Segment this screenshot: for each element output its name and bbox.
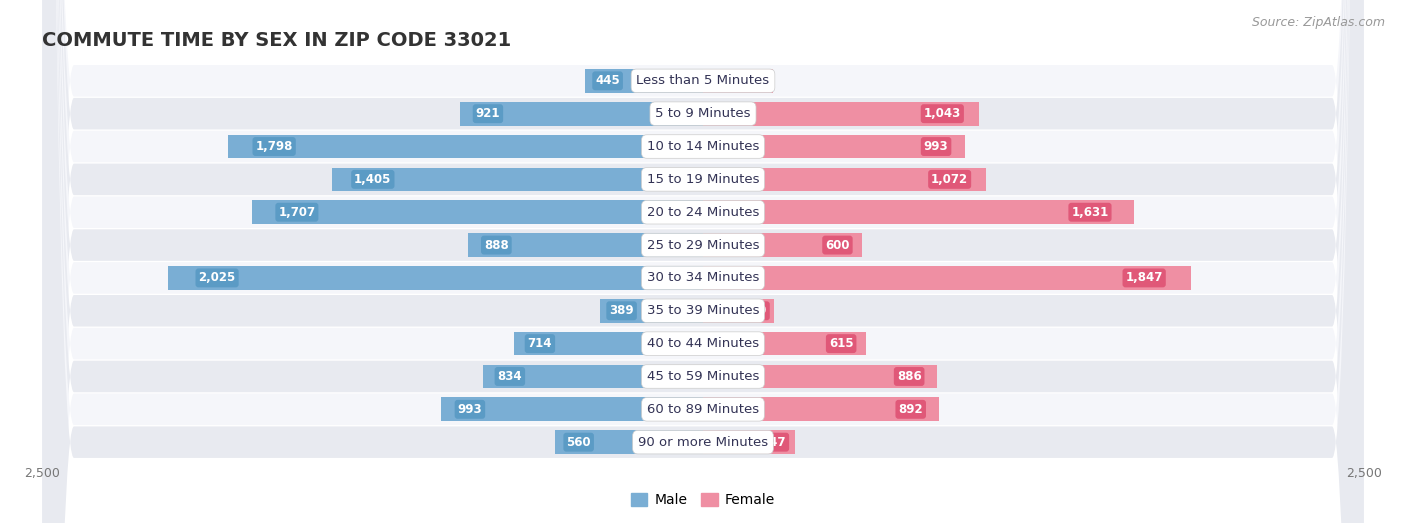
Legend: Male, Female: Male, Female (626, 488, 780, 513)
Bar (703, 430, 794, 454)
Text: 560: 560 (567, 436, 591, 449)
Text: 1,798: 1,798 (256, 140, 292, 153)
Text: 10 to 14 Minutes: 10 to 14 Minutes (647, 140, 759, 153)
FancyBboxPatch shape (42, 0, 1364, 523)
Bar (585, 69, 703, 93)
Bar (703, 332, 866, 356)
Text: 886: 886 (897, 370, 921, 383)
Text: 270: 270 (742, 304, 766, 317)
Text: 90 or more Minutes: 90 or more Minutes (638, 436, 768, 449)
Text: 1,043: 1,043 (924, 107, 960, 120)
FancyBboxPatch shape (42, 0, 1364, 523)
Text: 888: 888 (484, 238, 509, 252)
Text: 30 to 34 Minutes: 30 to 34 Minutes (647, 271, 759, 285)
Text: COMMUTE TIME BY SEX IN ZIP CODE 33021: COMMUTE TIME BY SEX IN ZIP CODE 33021 (42, 31, 512, 50)
Text: 60 to 89 Minutes: 60 to 89 Minutes (647, 403, 759, 416)
FancyBboxPatch shape (42, 0, 1364, 523)
Bar (703, 233, 862, 257)
Text: 2,025: 2,025 (198, 271, 236, 285)
FancyBboxPatch shape (42, 0, 1364, 523)
Text: 1,707: 1,707 (278, 206, 315, 219)
Text: 834: 834 (498, 370, 522, 383)
FancyBboxPatch shape (42, 0, 1364, 523)
Bar (703, 365, 938, 388)
Bar (460, 102, 703, 126)
Text: 600: 600 (825, 238, 849, 252)
Text: 714: 714 (527, 337, 553, 350)
Bar (703, 299, 775, 323)
FancyBboxPatch shape (42, 0, 1364, 523)
Bar (703, 397, 939, 421)
Text: 40 to 44 Minutes: 40 to 44 Minutes (647, 337, 759, 350)
Text: 25 to 29 Minutes: 25 to 29 Minutes (647, 238, 759, 252)
Text: 921: 921 (475, 107, 501, 120)
FancyBboxPatch shape (42, 0, 1364, 523)
Bar (703, 69, 773, 93)
Bar (252, 200, 703, 224)
Text: 15 to 19 Minutes: 15 to 19 Minutes (647, 173, 759, 186)
FancyBboxPatch shape (42, 0, 1364, 523)
Bar (440, 397, 703, 421)
Text: 1,847: 1,847 (1125, 271, 1163, 285)
Bar (482, 365, 703, 388)
Text: 264: 264 (741, 74, 765, 87)
Text: Less than 5 Minutes: Less than 5 Minutes (637, 74, 769, 87)
Text: 1,405: 1,405 (354, 173, 391, 186)
Text: 347: 347 (762, 436, 786, 449)
Text: 892: 892 (898, 403, 922, 416)
Text: 615: 615 (830, 337, 853, 350)
FancyBboxPatch shape (42, 0, 1364, 523)
Bar (600, 299, 703, 323)
Bar (703, 266, 1191, 290)
Text: 445: 445 (595, 74, 620, 87)
Bar (468, 233, 703, 257)
Text: 1,631: 1,631 (1071, 206, 1108, 219)
Bar (703, 200, 1135, 224)
Bar (228, 135, 703, 158)
Text: 993: 993 (457, 403, 482, 416)
Bar (555, 430, 703, 454)
Bar (332, 167, 703, 191)
FancyBboxPatch shape (42, 0, 1364, 523)
Text: 5 to 9 Minutes: 5 to 9 Minutes (655, 107, 751, 120)
Bar (703, 102, 979, 126)
Text: Source: ZipAtlas.com: Source: ZipAtlas.com (1251, 16, 1385, 29)
Text: 389: 389 (609, 304, 634, 317)
Bar (703, 135, 966, 158)
Bar (167, 266, 703, 290)
Text: 20 to 24 Minutes: 20 to 24 Minutes (647, 206, 759, 219)
Text: 1,072: 1,072 (931, 173, 969, 186)
FancyBboxPatch shape (42, 0, 1364, 523)
Bar (515, 332, 703, 356)
Text: 35 to 39 Minutes: 35 to 39 Minutes (647, 304, 759, 317)
Bar (703, 167, 987, 191)
Text: 45 to 59 Minutes: 45 to 59 Minutes (647, 370, 759, 383)
Text: 993: 993 (924, 140, 949, 153)
FancyBboxPatch shape (42, 0, 1364, 523)
